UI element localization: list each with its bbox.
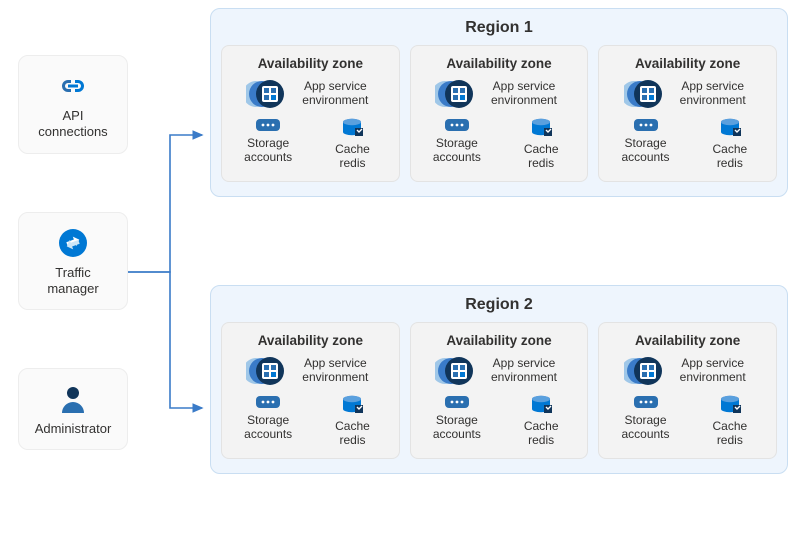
redis-label: Cacheredis (335, 143, 370, 171)
traffic-manager-label: Trafficmanager (47, 265, 98, 298)
availability-zone: Availability zone App serviceenvironment… (598, 45, 777, 182)
app-service-env-label: App serviceenvironment (674, 80, 752, 108)
availability-zone: Availability zone App serviceenvironment… (221, 322, 400, 459)
app-service-env-label: App serviceenvironment (296, 80, 374, 108)
storage-icon (633, 117, 659, 133)
redis-icon (530, 394, 552, 416)
app-service-env-label: App serviceenvironment (485, 80, 563, 108)
storage-label: Storageaccounts (244, 414, 292, 442)
availability-zone: Availability zone App serviceenvironment… (598, 322, 777, 459)
zone-title: Availability zone (605, 56, 770, 71)
redis-icon (530, 117, 552, 139)
redis-icon (341, 117, 363, 139)
availability-zone: Availability zone App serviceenvironment… (410, 322, 589, 459)
administrator-label: Administrator (35, 421, 112, 437)
app-service-env-icon (246, 354, 290, 388)
region-1: Region 1 Availability zone (210, 8, 788, 197)
zone-title: Availability zone (228, 56, 393, 71)
region-2: Region 2 Availability zone App serviceen… (210, 285, 788, 474)
redis-icon (341, 394, 363, 416)
storage-icon (633, 394, 659, 410)
link-icon (57, 70, 89, 102)
redis-icon (719, 394, 741, 416)
redis-label: Cacheredis (524, 420, 559, 448)
api-connections-label: APIconnections (38, 108, 107, 141)
app-service-env-icon (435, 354, 479, 388)
storage-icon (444, 394, 470, 410)
storage-icon (444, 117, 470, 133)
redis-label: Cacheredis (712, 143, 747, 171)
zone-title: Availability zone (417, 56, 582, 71)
app-service-env-icon (435, 77, 479, 111)
storage-label: Storageaccounts (244, 137, 292, 165)
redis-label: Cacheredis (335, 420, 370, 448)
person-icon (60, 383, 86, 415)
administrator-card: Administrator (18, 368, 128, 450)
app-service-env-label: App serviceenvironment (674, 357, 752, 385)
storage-icon (255, 394, 281, 410)
zone-title: Availability zone (605, 333, 770, 348)
region-1-zones: Availability zone App serviceenvironment (221, 45, 777, 182)
storage-label: Storageaccounts (621, 414, 669, 442)
redis-icon (719, 117, 741, 139)
app-service-env-icon (624, 354, 668, 388)
region-1-title: Region 1 (221, 19, 777, 37)
arrow-to-region-2 (128, 272, 202, 408)
storage-icon (255, 117, 281, 133)
app-service-env-icon (246, 77, 290, 111)
availability-zone: Availability zone App serviceenvironment… (410, 45, 589, 182)
left-services-column: APIconnections Trafficmanager Administra… (18, 55, 128, 450)
zone-title: Availability zone (228, 333, 393, 348)
traffic-manager-card: Trafficmanager (18, 212, 128, 311)
region-2-title: Region 2 (221, 296, 777, 314)
app-service-env-label: App serviceenvironment (296, 357, 374, 385)
zone-title: Availability zone (417, 333, 582, 348)
storage-label: Storageaccounts (433, 414, 481, 442)
api-connections-card: APIconnections (18, 55, 128, 154)
redis-label: Cacheredis (524, 143, 559, 171)
redis-label: Cacheredis (712, 420, 747, 448)
availability-zone: Availability zone App serviceenvironment (221, 45, 400, 182)
region-2-zones: Availability zone App serviceenvironment… (221, 322, 777, 459)
traffic-icon (57, 227, 89, 259)
app-service-env-label: App serviceenvironment (485, 357, 563, 385)
storage-label: Storageaccounts (621, 137, 669, 165)
storage-label: Storageaccounts (433, 137, 481, 165)
app-service-env-icon (624, 77, 668, 111)
arrow-to-region-1 (128, 135, 202, 272)
